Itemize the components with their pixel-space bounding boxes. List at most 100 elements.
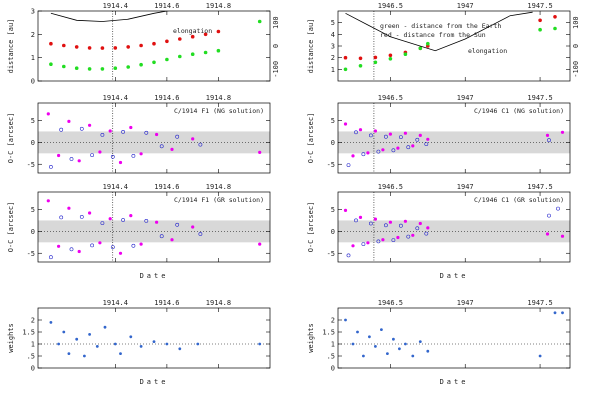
data-point: [383, 134, 388, 139]
data-point: [178, 37, 182, 41]
data-point: [178, 347, 182, 351]
panel-title: C/1914 F1 (NG solution): [174, 107, 264, 115]
data-point: [121, 218, 126, 222]
data-point: [258, 242, 262, 246]
series-weights: [344, 311, 564, 358]
data-point: [418, 133, 422, 137]
y-tick-label: -5: [27, 161, 35, 169]
data-point: [139, 152, 143, 156]
data-point: [113, 46, 118, 50]
data-point: [351, 154, 355, 158]
c1946-distance-plot-area: [343, 11, 557, 81]
x-axis-label: Date: [140, 378, 169, 386]
data-point: [398, 223, 403, 228]
data-point: [191, 225, 195, 229]
data-point: [388, 53, 393, 58]
data-point: [368, 133, 373, 138]
data-point: [62, 64, 66, 69]
x-tick-label: 1914.8: [206, 183, 231, 191]
series-ra-o-c: [343, 208, 565, 248]
elongation-annotation: elongation: [468, 47, 507, 55]
y-tick-label: 3: [331, 43, 335, 51]
y-axis-label: weights: [7, 323, 15, 353]
data-point: [46, 199, 50, 203]
data-point: [87, 67, 92, 71]
series-distance-from-the-earth: [343, 26, 557, 72]
data-point: [258, 342, 262, 346]
data-point: [170, 147, 174, 151]
y-tick-label: 0: [31, 139, 35, 147]
data-point: [175, 222, 180, 227]
series-ra-o-c: [46, 199, 262, 255]
x-tick-label: 1947.5: [527, 299, 552, 307]
data-point: [57, 153, 61, 158]
y-tick-label: 0: [331, 365, 335, 373]
data-point: [354, 130, 358, 135]
data-point: [561, 311, 564, 315]
data-point: [351, 342, 355, 346]
data-point: [100, 46, 105, 50]
y-tick-label: 0: [31, 228, 35, 236]
legend-sun: red - distance from the Sun: [380, 31, 486, 39]
data-point: [57, 244, 61, 248]
series-dec-o-c: [346, 130, 551, 168]
data-point: [59, 215, 64, 220]
data-point: [129, 214, 133, 218]
x-tick-label: 1947: [457, 299, 474, 307]
data-point: [100, 221, 105, 226]
data-point: [198, 232, 203, 236]
y-tick-label: -5: [327, 250, 335, 258]
data-point: [139, 43, 143, 48]
data-point: [381, 148, 385, 152]
elongation-curve: [345, 11, 533, 52]
data-point: [404, 342, 407, 346]
x-tick-label: 1947.5: [527, 183, 552, 191]
data-point: [110, 154, 115, 159]
data-point: [403, 219, 407, 223]
y-tick-label: -5: [27, 250, 35, 258]
data-point: [46, 112, 50, 116]
series-weights: [49, 321, 262, 358]
c1946-oc-ng-plot-area: [338, 103, 570, 173]
data-point: [126, 65, 130, 69]
y-tick-label: 3: [31, 8, 35, 16]
data-point: [346, 253, 351, 258]
data-point: [49, 321, 53, 324]
data-point: [175, 134, 180, 139]
c1946-distance-panel: 1946.5 1947 1947.5 1 2 3 4 5 -100 0 100 distance [a…: [307, 2, 580, 82]
c1946-oc-gr-panel: 1946.5 1947 1947.5 -5 0 5 O-C [arcsec] Date C/19…: [307, 183, 571, 280]
data-point: [388, 220, 392, 224]
data-point: [406, 234, 411, 239]
data-point: [178, 54, 182, 59]
legend-earth: green - distance from the Earth: [380, 22, 501, 30]
data-point: [113, 66, 118, 70]
y-tick-label: 1: [31, 341, 35, 349]
data-point: [545, 133, 550, 137]
elongation-annotation: elongation: [173, 27, 212, 35]
c1914-weights-plot-area: [38, 321, 270, 358]
data-point: [152, 60, 156, 65]
x-tick-label: 1947: [457, 2, 474, 10]
y-tick-label: .5: [27, 353, 35, 361]
series-elongation: [50, 11, 170, 22]
data-point: [159, 144, 164, 149]
x-tick-label: 1946.5: [378, 183, 403, 191]
x-tick-label: 1946.5: [378, 299, 403, 307]
y-tick-label: 0: [31, 78, 35, 86]
data-point: [388, 132, 392, 136]
y-tick-label: -5: [327, 161, 335, 169]
data-point: [391, 148, 396, 153]
data-point: [95, 345, 99, 348]
data-point: [366, 151, 370, 155]
data-point: [346, 163, 351, 168]
data-point: [418, 46, 423, 51]
panel-title: C/1946 C1 (GR solution): [474, 196, 564, 204]
x-axis-label: Date: [140, 272, 169, 280]
data-point: [376, 149, 381, 154]
series-ra-o-c: [46, 112, 262, 165]
data-point: [119, 352, 122, 355]
data-point: [203, 50, 208, 55]
y-tick-label: 1.5: [22, 329, 35, 337]
c1914-weights-panel: 1914.4 1914.6 1914.8 0 .5 1 1.5 2 weights Date: [7, 299, 271, 386]
data-point: [411, 144, 415, 148]
